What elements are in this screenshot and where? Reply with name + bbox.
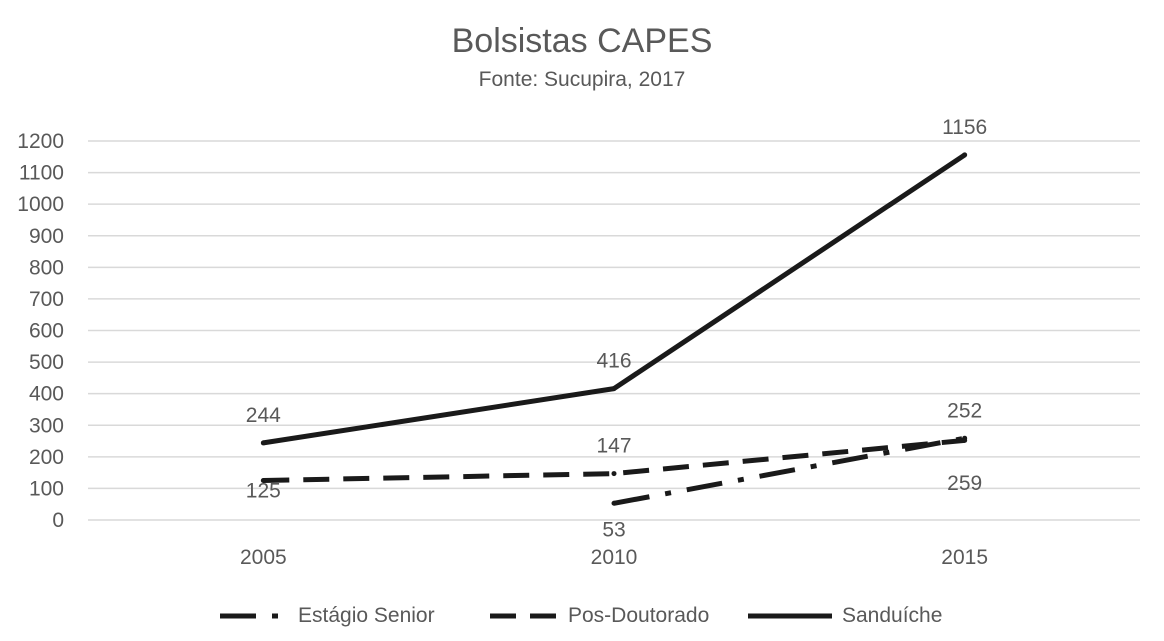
y-tick-label: 700 xyxy=(29,288,64,311)
x-tick-label: 2015 xyxy=(941,546,988,569)
data-label: 1156 xyxy=(942,116,987,139)
data-label: 252 xyxy=(947,399,982,422)
legend-label: Sanduíche xyxy=(842,604,943,627)
y-tick-label: 400 xyxy=(29,383,64,406)
y-tick-label: 900 xyxy=(29,225,64,248)
data-point xyxy=(260,478,266,484)
y-tick-label: 1200 xyxy=(17,130,64,153)
y-tick-label: 300 xyxy=(29,414,64,437)
data-point xyxy=(962,152,968,158)
y-tick-label: 200 xyxy=(29,446,64,469)
data-point xyxy=(260,440,266,446)
data-point xyxy=(611,386,617,392)
y-tick-label: 800 xyxy=(29,256,64,279)
y-tick-label: 0 xyxy=(52,509,64,532)
data-label: 125 xyxy=(246,480,281,503)
series-line-pos-doutorado xyxy=(263,437,965,483)
data-label: 147 xyxy=(596,435,631,458)
chart-title: Bolsistas CAPES xyxy=(451,22,713,60)
legend-label: Pos-Doutorado xyxy=(568,604,710,627)
legend-label: Estágio Senior xyxy=(298,604,435,627)
series-line-est-gio-senior xyxy=(613,435,966,506)
legend-item-estagio-senior: Estágio Senior xyxy=(218,598,435,634)
y-tick-label: 500 xyxy=(29,351,64,374)
legend-swatch-dash-dot xyxy=(220,613,288,619)
data-label: 53 xyxy=(602,518,625,541)
data-point xyxy=(611,500,617,506)
data-label: 259 xyxy=(947,472,982,495)
x-tick-label: 2010 xyxy=(591,546,638,569)
legend-swatch-solid xyxy=(748,613,832,619)
legend: Estágio Senior Pos-Doutorado Sanduíche xyxy=(0,598,1164,634)
data-point xyxy=(962,437,968,443)
y-tick-label: 100 xyxy=(29,477,64,500)
data-point xyxy=(611,471,617,477)
x-tick-label: 2005 xyxy=(240,546,287,569)
legend-item-sanduiche: Sanduíche xyxy=(746,598,942,634)
y-tick-label: 600 xyxy=(29,320,64,343)
data-label: 244 xyxy=(246,404,281,427)
y-tick-label: 1000 xyxy=(17,193,64,216)
data-label: 416 xyxy=(596,350,631,373)
legend-item-pos-doutorado: Pos-Doutorado xyxy=(488,598,709,634)
y-tick-label: 1100 xyxy=(19,162,64,185)
legend-swatch-dashed xyxy=(490,613,558,619)
chart-subtitle: Fonte: Sucupira, 2017 xyxy=(478,68,686,91)
